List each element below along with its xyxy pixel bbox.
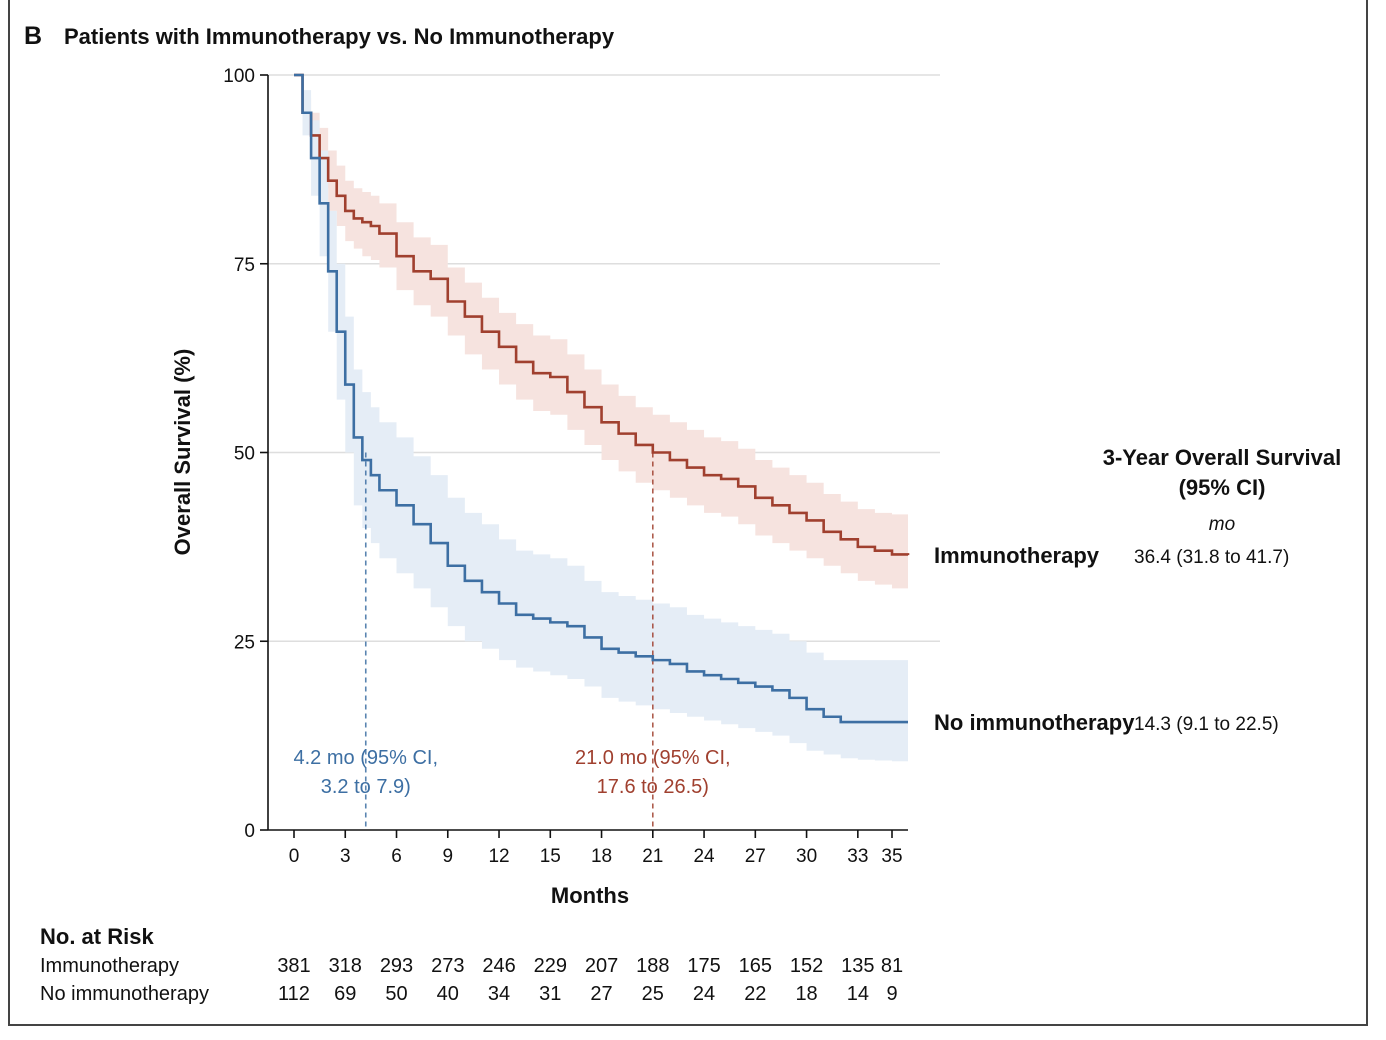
y-axis-label: Overall Survival (%) [170,349,195,556]
x-tick-label-18: 18 [591,846,612,867]
x-tick-label-3: 3 [340,846,351,867]
risk-cell: 9 [862,983,922,1006]
x-tick-label-15: 15 [540,846,561,867]
legend-title-line1: 3-Year Overall Survival [1103,445,1342,470]
x-tick-label-35: 35 [881,846,902,867]
legend-title-line2: (95% CI) [1179,475,1266,500]
x-tick-label-9: 9 [442,846,453,867]
x-tick-label-0: 0 [289,846,300,867]
x-tick-label-21: 21 [642,846,663,867]
legend-value-no-immunotherapy: 14.3 (9.1 to 22.5) [1134,714,1279,735]
risk-cell: 81 [862,955,922,978]
y-tick-label-0: 0 [244,821,255,842]
median-label-1-line2: 17.6 to 26.5) [597,776,709,798]
median-label-0-line2: 3.2 to 7.9) [321,776,411,798]
x-tick-label-27: 27 [745,846,766,867]
legend-name-no-immunotherapy: No immunotherapy [934,710,1135,735]
legend: 3-Year Overall Survival (95% CI) mo Immunot… [934,445,1341,735]
y-tick-label-75: 75 [234,255,255,276]
median-label-0-line1: 4.2 mo (95% CI, [294,747,439,769]
x-tick-label-6: 6 [391,846,402,867]
risk-row-label: Immunotherapy [40,955,179,978]
x-tick-label-24: 24 [693,846,715,867]
x-tick-label-12: 12 [488,846,509,867]
y-tick-label-50: 50 [234,444,255,465]
legend-name-immunotherapy: Immunotherapy [934,543,1100,568]
legend-unit: mo [1209,514,1235,535]
survival-chart: 4.2 mo (95% CI, 3.2 to 7.9) 21.0 mo (95% C… [0,0,1386,920]
risk-row-label: No immunotherapy [40,983,209,1006]
y-tick-label-25: 25 [234,632,255,653]
y-tick-label-100: 100 [223,66,255,87]
median-label-1-line1: 21.0 mo (95% CI, [575,747,731,769]
x-axis-label: Months [551,883,629,908]
risk-table-title: No. at Risk [40,924,154,950]
legend-value-immunotherapy: 36.4 (31.8 to 41.7) [1134,547,1289,568]
x-tick-label-33: 33 [847,846,868,867]
x-tick-label-30: 30 [796,846,817,867]
